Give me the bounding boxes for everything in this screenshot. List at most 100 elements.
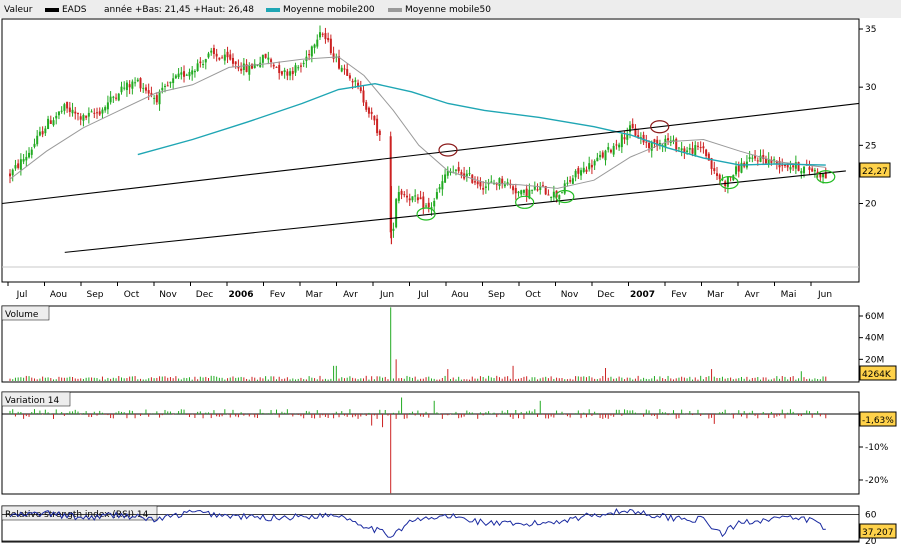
candle-body xyxy=(566,182,569,184)
candle-body xyxy=(789,167,792,170)
candle-body xyxy=(98,111,101,115)
candle-body xyxy=(128,84,131,88)
candle-body xyxy=(454,169,457,171)
candle-body xyxy=(302,62,305,65)
candle-body xyxy=(112,96,115,98)
month-label: Oct xyxy=(124,290,140,300)
candle-body xyxy=(479,181,482,187)
candle-body xyxy=(609,149,612,153)
legend-ma200: Moyenne mobile200 xyxy=(283,5,375,15)
candle-body xyxy=(348,75,351,79)
legend-ma50: Moyenne mobile50 xyxy=(405,5,491,15)
candle-body xyxy=(514,188,517,194)
candle-body xyxy=(251,64,254,69)
candle-body xyxy=(593,160,596,166)
candle-body xyxy=(781,164,784,166)
candle-body xyxy=(229,54,232,60)
candle-body xyxy=(291,71,294,75)
candle-body xyxy=(136,79,139,82)
candle-body xyxy=(484,186,487,188)
candle-body xyxy=(574,170,577,178)
candle-body xyxy=(536,189,539,191)
candle-body xyxy=(441,181,444,190)
candle-body xyxy=(544,186,547,195)
candle-body xyxy=(223,54,226,61)
candle-body xyxy=(324,33,327,40)
rsi-last-badge: 37,207 xyxy=(859,523,897,539)
candle-body xyxy=(57,111,60,116)
candle-body xyxy=(147,90,150,94)
month-label: Aou xyxy=(50,290,67,300)
candle-body xyxy=(367,107,370,114)
variation-y-axis: -10% -20% xyxy=(2,413,889,486)
candle-body xyxy=(533,186,536,190)
variation-panel: Variation 14 -10% -20% -1,63% xyxy=(1,391,897,495)
volume-ytick-label: 20M xyxy=(865,355,884,365)
candle-body xyxy=(503,184,506,187)
price-ytick-label: 20 xyxy=(865,200,877,210)
candle-body xyxy=(79,116,82,120)
price-ytick-label: 30 xyxy=(865,83,877,93)
candle-body xyxy=(96,112,99,114)
candle-body xyxy=(17,163,20,168)
candle-body xyxy=(639,137,642,139)
candle-body xyxy=(563,183,566,194)
candle-body xyxy=(188,71,191,77)
candle-body xyxy=(487,182,490,185)
candle-body xyxy=(378,130,381,136)
candle-body xyxy=(261,54,264,63)
month-label: Avr xyxy=(343,290,358,300)
candle-body xyxy=(683,148,686,154)
month-label: 2007 xyxy=(630,290,655,300)
candle-body xyxy=(155,95,158,103)
candle-body xyxy=(631,123,634,129)
candle-body xyxy=(28,152,31,158)
month-label: Nov xyxy=(561,290,579,300)
month-label: Jul xyxy=(417,290,429,300)
candle-body xyxy=(397,192,400,201)
candle-body xyxy=(359,87,362,92)
candle-body xyxy=(465,173,468,177)
candle-body xyxy=(131,81,134,89)
candle-body xyxy=(234,61,237,65)
month-label: 2006 xyxy=(228,290,253,300)
candle-body xyxy=(19,159,22,170)
candle-body xyxy=(457,167,460,172)
support-circle xyxy=(719,175,739,190)
candle-body xyxy=(52,120,55,126)
month-label: Aou xyxy=(451,290,468,300)
candle-body xyxy=(36,135,39,145)
rsi-panel: Relative strength index (RSI) 14 60 20 37… xyxy=(1,505,897,547)
rsi-badge-box xyxy=(859,523,897,539)
candle-body xyxy=(599,154,602,158)
candle-body xyxy=(318,32,321,38)
candle-body xyxy=(419,197,422,200)
candle-body xyxy=(596,157,599,162)
candle-body xyxy=(313,44,316,48)
candle-body xyxy=(675,138,678,150)
candle-body xyxy=(764,158,767,164)
price-ytick-label: 35 xyxy=(865,25,876,35)
candle-body xyxy=(33,143,36,147)
candle-body xyxy=(332,53,335,59)
candle-body xyxy=(183,71,186,77)
candle-body xyxy=(522,189,525,193)
candle-body xyxy=(819,173,822,178)
volume-panel: Volume 20M 40M 60M 4264K xyxy=(1,305,897,383)
month-axis: Jul Aou Sep Oct Nov Dec 2006 Fev Mar Avr Jun Jul Aou… xyxy=(2,281,859,300)
volume-title-box xyxy=(1,305,50,321)
candle-body xyxy=(762,155,765,159)
candle-body xyxy=(506,182,509,185)
candle-body xyxy=(370,111,373,114)
candle-body xyxy=(612,145,615,155)
candle-body xyxy=(699,147,702,149)
candle-body xyxy=(710,158,713,169)
candle-body xyxy=(446,170,449,176)
candle-body xyxy=(256,64,259,66)
candle-body xyxy=(735,166,738,175)
candle-body xyxy=(172,78,175,84)
candle-body xyxy=(737,165,740,172)
legend-swatch-ma200 xyxy=(266,8,280,12)
candle-body xyxy=(163,85,166,87)
candle-body xyxy=(158,91,161,105)
